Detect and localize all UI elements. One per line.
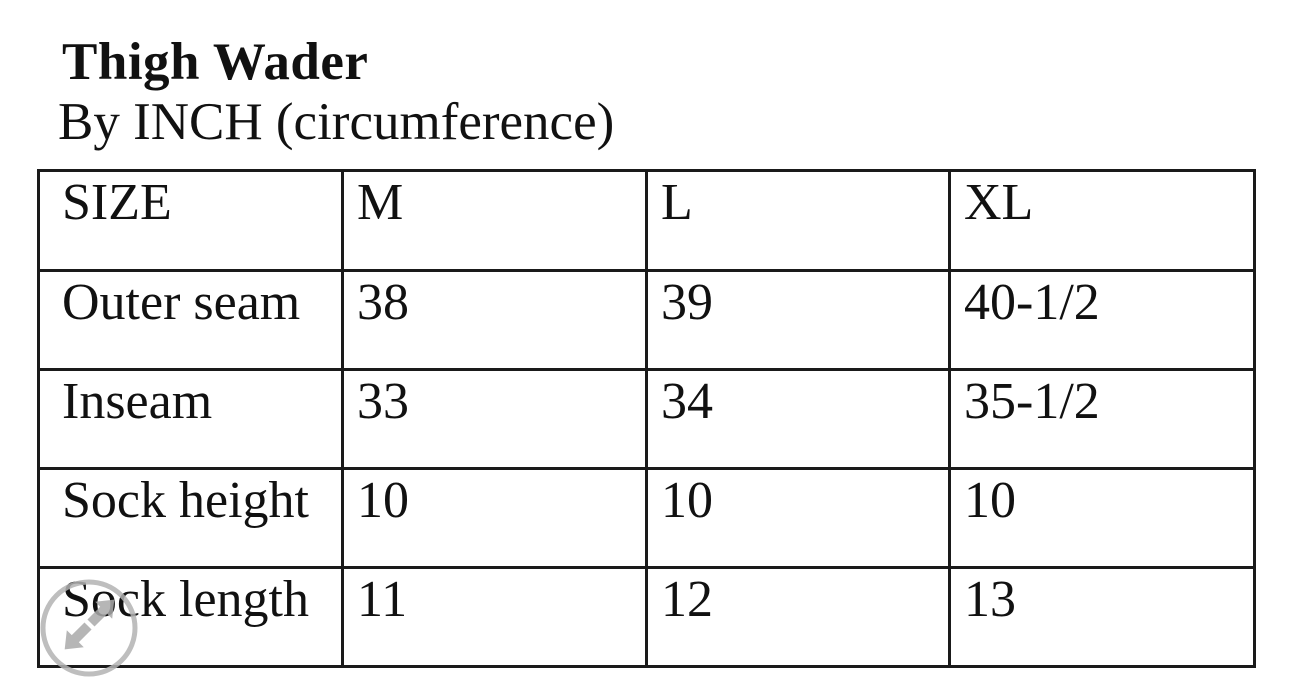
column-header-xl: XL xyxy=(948,168,1256,272)
table-row-outer-seam: Outer seam 38 39 40-1/2 xyxy=(37,268,1256,371)
cell-value: 10 xyxy=(948,466,1256,569)
table-header-row: SIZE M L XL xyxy=(37,168,1256,272)
row-label: Sock length xyxy=(37,565,344,668)
column-header-l: L xyxy=(645,168,951,272)
cell-value: 35-1/2 xyxy=(948,367,1256,470)
page-subtitle: By INCH (circumference) xyxy=(58,93,615,152)
table-row-sock-length: Sock length 11 12 13 xyxy=(37,565,1256,668)
cell-value: 38 xyxy=(341,268,648,371)
table-row-sock-height: Sock height 10 10 10 xyxy=(37,466,1256,569)
expand-icon[interactable] xyxy=(39,578,139,678)
cell-value: 13 xyxy=(948,565,1256,668)
cell-value: 10 xyxy=(341,466,648,569)
arrow-northeast-icon xyxy=(87,599,115,627)
table-row-inseam: Inseam 33 34 35-1/2 xyxy=(37,367,1256,470)
cell-value: 11 xyxy=(341,565,648,668)
column-header-size: SIZE xyxy=(37,168,344,272)
cell-value: 40-1/2 xyxy=(948,268,1256,371)
row-label: Sock height xyxy=(37,466,344,569)
cell-value: 10 xyxy=(645,466,951,569)
page-title: Thigh Wader xyxy=(62,33,369,91)
document-content: Thigh Wader By INCH (circumference) SIZE… xyxy=(37,33,1256,668)
row-label: Inseam xyxy=(37,367,344,470)
cell-value: 34 xyxy=(645,367,951,470)
arrow-southwest-icon xyxy=(64,622,92,650)
expand-icon-ring xyxy=(40,579,138,677)
row-label: Outer seam xyxy=(37,268,344,371)
column-header-m: M xyxy=(341,168,648,272)
cell-value: 12 xyxy=(645,565,951,668)
cell-value: 33 xyxy=(341,367,648,470)
cell-value: 39 xyxy=(645,268,951,371)
size-chart-table: SIZE M L XL Outer seam 38 39 40-1/2 Inse… xyxy=(37,168,1256,668)
